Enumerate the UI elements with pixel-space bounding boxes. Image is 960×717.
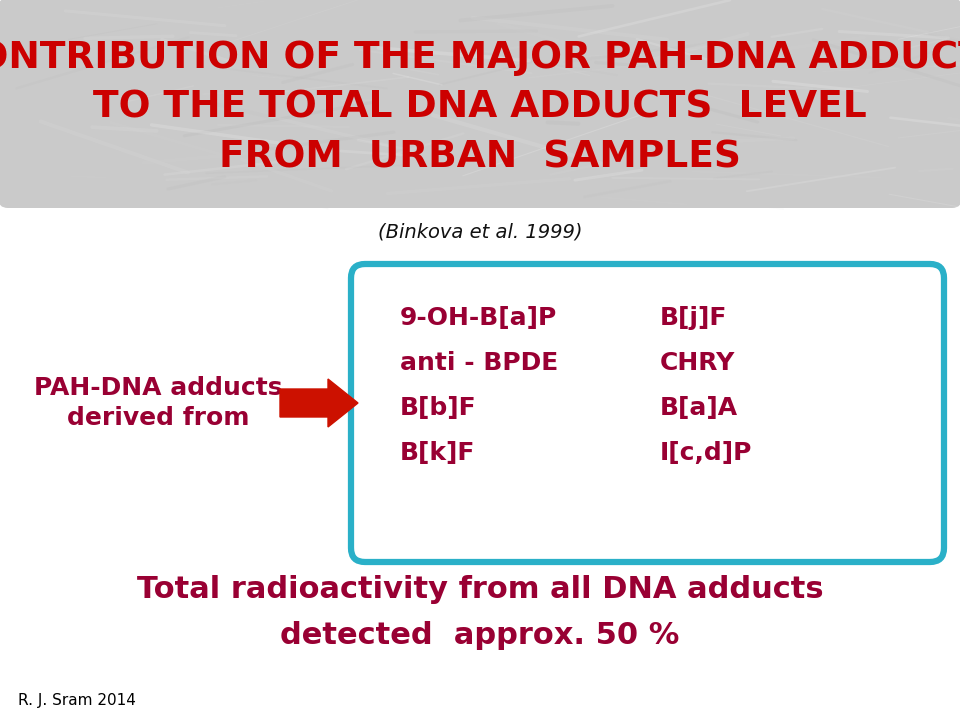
Text: derived from: derived from <box>67 406 250 430</box>
Text: B[b]F: B[b]F <box>400 396 476 420</box>
Text: B[a]A: B[a]A <box>660 396 738 420</box>
Text: FROM  URBAN  SAMPLES: FROM URBAN SAMPLES <box>219 140 741 176</box>
Text: CHRY: CHRY <box>660 351 735 375</box>
FancyBboxPatch shape <box>351 264 944 562</box>
Text: CONTRIBUTION OF THE MAJOR PAH-DNA ADDUCTS: CONTRIBUTION OF THE MAJOR PAH-DNA ADDUCT… <box>0 40 960 76</box>
Text: TO THE TOTAL DNA ADDUCTS  LEVEL: TO THE TOTAL DNA ADDUCTS LEVEL <box>93 90 867 126</box>
Text: PAH-DNA adducts: PAH-DNA adducts <box>34 376 282 400</box>
Text: 9-OH-B[a]P: 9-OH-B[a]P <box>400 306 557 330</box>
Text: detected  approx. 50 %: detected approx. 50 % <box>280 620 680 650</box>
Text: anti - BPDE: anti - BPDE <box>400 351 559 375</box>
Text: (Binkova et al. 1999): (Binkova et al. 1999) <box>377 222 583 242</box>
Text: R. J. Sram 2014: R. J. Sram 2014 <box>18 693 136 708</box>
Text: B[k]F: B[k]F <box>400 441 475 465</box>
FancyBboxPatch shape <box>0 0 960 208</box>
Text: B[j]F: B[j]F <box>660 306 728 330</box>
Text: Total radioactivity from all DNA adducts: Total radioactivity from all DNA adducts <box>136 576 824 604</box>
Text: I[c,d]P: I[c,d]P <box>660 441 753 465</box>
FancyArrow shape <box>280 379 358 427</box>
